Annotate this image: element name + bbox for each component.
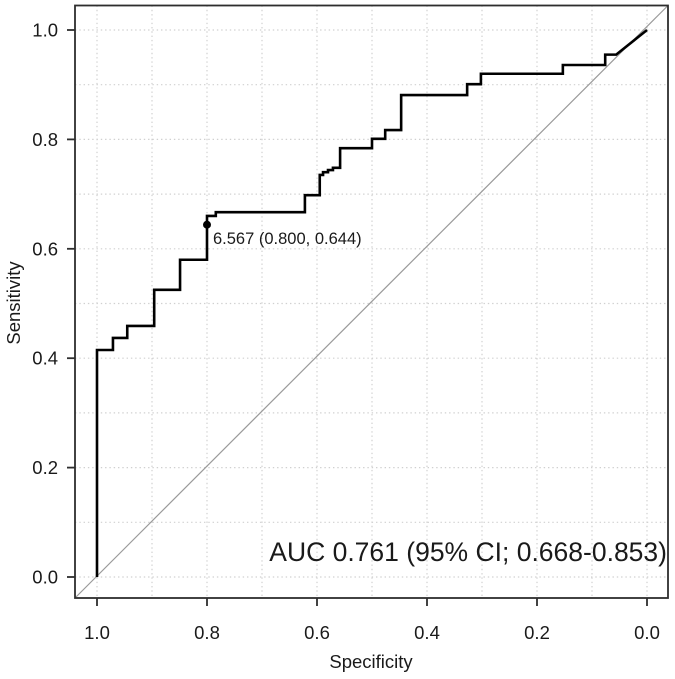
y-tick-label: 0.0 bbox=[32, 567, 58, 588]
cutoff-point-label: 6.567 (0.800, 0.644) bbox=[213, 230, 362, 248]
axis-ticks bbox=[67, 29, 648, 606]
x-tick-label: 0.2 bbox=[524, 622, 550, 643]
y-tick-label: 0.6 bbox=[32, 238, 58, 259]
x-tick-label: 0.8 bbox=[194, 622, 220, 643]
plot-border bbox=[74, 4, 669, 599]
x-axis-title: Specificity bbox=[329, 651, 413, 672]
x-tick-label: 0.6 bbox=[304, 622, 330, 643]
y-tick-label: 1.0 bbox=[32, 20, 58, 41]
roc-curve-line bbox=[95, 28, 648, 577]
y-tick-label: 0.8 bbox=[32, 129, 58, 150]
x-tick-label: 0.0 bbox=[634, 622, 660, 643]
x-tick-label: 1.0 bbox=[84, 622, 110, 643]
cutoff-point-marker bbox=[203, 220, 211, 229]
y-axis-title: Sensitivity bbox=[3, 261, 24, 345]
x-tick-label: 0.4 bbox=[414, 622, 440, 643]
y-tick-label: 0.2 bbox=[32, 457, 58, 478]
auc-annotation: AUC 0.761 (95% CI; 0.668-0.853) bbox=[269, 537, 667, 567]
axis-tick-labels: 1.0 0.8 0.6 0.4 0.2 0.0 0.0 0.2 0.4 0.6 0.8 1.0 bbox=[32, 20, 660, 644]
reference-diagonal-line bbox=[74, 5, 669, 599]
y-tick-label: 0.4 bbox=[32, 348, 58, 369]
